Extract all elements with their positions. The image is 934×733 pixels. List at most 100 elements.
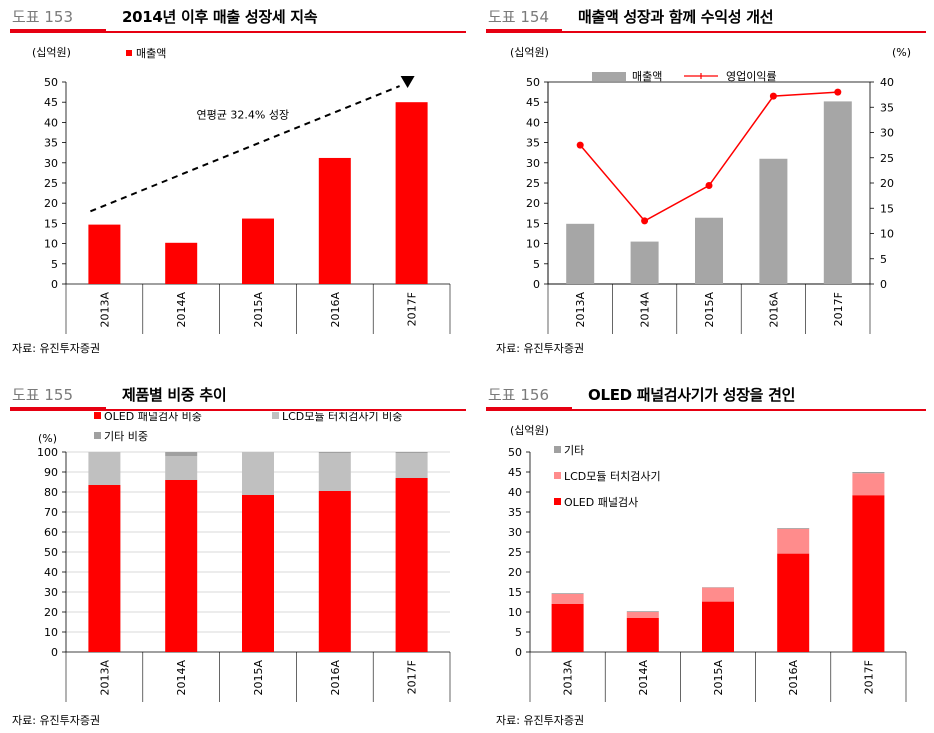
chart-product-mix: (%) 0 10 20 30 40 50 60 70 80 90 100 2013A 2014A 2015A… [37,412,451,702]
header-rule-thin [106,31,466,33]
bar-segment [702,587,734,602]
y-tick-label: 0 [51,278,58,291]
bar-segment [395,453,428,478]
bar-segment [777,528,810,529]
y-tick-label: 15 [526,217,540,230]
bar-segment [852,472,885,474]
y-tick-label: 20 [508,566,522,579]
panel-header: 도표 154 매출액 성장과 함께 수익성 개선 [486,0,926,33]
bar [759,158,788,284]
bar [823,101,852,284]
x-tick-label: 2013A [98,292,111,328]
y-right-tick-label: 35 [880,101,894,114]
y-tick-label: 35 [508,506,522,519]
x-tick-label: 2014A [175,660,188,696]
y-unit-label-right: (%) [892,46,911,59]
legend-swatch [272,412,279,419]
y-tick-label: 60 [44,526,58,539]
x-tick-label: 2017F [406,660,419,694]
y-right-tick-label: 15 [880,202,894,215]
bar-segment [165,480,198,652]
y-tick-label: 30 [44,157,58,170]
y-tick-label: 40 [44,566,58,579]
x-tick-label: 2016A [329,660,342,696]
panel-153: 도표 153 2014년 이후 매출 성장세 지속 (십억원) 0 5 10 15 20 2… [10,0,466,360]
legend-label: 매출액 [136,47,166,60]
panel-title: 매출액 성장과 함께 수익성 개선 [578,8,774,26]
legend-label: LCD모듈 터치검사기 비중 [282,412,402,423]
x-tick-label: 2015A [703,292,716,328]
y-tick-label: 5 [515,626,522,639]
panel-header: 도표 153 2014년 이후 매출 성장세 지속 [10,0,466,33]
legend-label: 영업이익률 [726,70,777,83]
bar [566,223,595,284]
bar [318,157,351,284]
margin-point [576,141,584,149]
bar [88,224,121,284]
y-tick-label: 0 [533,278,540,291]
bar-segment [551,593,584,594]
header-rule [10,29,106,33]
bar-segment [242,452,274,495]
bar-segment [852,473,885,496]
bar-segment [551,594,584,604]
bar [630,241,659,284]
source-note: 자료: 유진투자증권 [496,342,585,355]
bar [242,218,274,284]
trend-arrow-line [90,85,400,213]
y-tick-label: 70 [44,506,58,519]
y-tick-label: 0 [51,646,58,659]
bar-segment [626,618,659,652]
bar [395,102,428,284]
x-tick-label: 2014A [637,660,650,696]
y-right-tick-label: 5 [880,253,887,266]
y-tick-label: 10 [44,238,58,251]
y-tick-label: 45 [508,466,522,479]
header-rule [486,29,562,33]
bar-segment [395,478,428,652]
x-tick-label: 2013A [562,660,575,696]
bar-segment [852,495,885,652]
legend-swatch [126,50,132,56]
chart-revenue: (십억원) 0 5 10 15 20 25 30 35 40 45 50 2013A 2014A 2015A… [32,46,451,334]
y-tick-label: 15 [44,217,58,230]
x-tick-label: 2015A [252,660,265,696]
panel-154: 도표 154 매출액 성장과 함께 수익성 개선 (십억원) (%) 0 5 10 15 2… [486,0,926,360]
x-tick-label: 2015A [252,292,265,328]
y-tick-label: 5 [51,258,58,271]
legend-label: 기타 [564,444,584,457]
x-tick-label: 2013A [574,292,587,328]
y-tick-label: 25 [44,177,58,190]
bar-segment [165,452,198,456]
y-tick-label: 45 [526,96,540,109]
y-unit-label: (십억원) [32,46,71,59]
y-tick-label: 50 [526,76,540,89]
margin-point [705,182,713,190]
bar-segment [88,452,121,485]
source-note: 자료: 유진투자증권 [12,342,101,355]
y-tick-label: 5 [533,258,540,271]
y-tick-label: 35 [526,137,540,150]
y-right-tick-label: 25 [880,152,894,165]
legend-swatch [94,432,101,439]
x-tick-label: 2014A [175,292,188,328]
bar-segment [318,452,351,453]
y-unit-label: (십억원) [510,424,549,437]
legend-swatch-bar [592,72,626,81]
y-tick-label: 100 [37,446,58,459]
x-tick-label: 2017F [832,292,845,326]
legend-swatch [554,446,561,453]
panel-title: 2014년 이후 매출 성장세 지속 [122,8,318,26]
y-tick-label: 50 [44,546,58,559]
panel-156: 도표 156 OLED 패널검사기가 성장을 견인 (십억원) 0 5 10 15 20 2… [486,378,926,733]
panel-header: 도표 155 제품별 비중 추이 [10,378,466,411]
header-rule-thin [562,31,926,33]
y-tick-label: 25 [526,177,540,190]
bar [165,242,198,284]
bar-segment [551,604,584,652]
y-tick-label: 45 [44,96,58,109]
header-rule [10,407,106,411]
y-tick-label: 90 [44,466,58,479]
panel-number: 도표 153 [12,8,73,26]
